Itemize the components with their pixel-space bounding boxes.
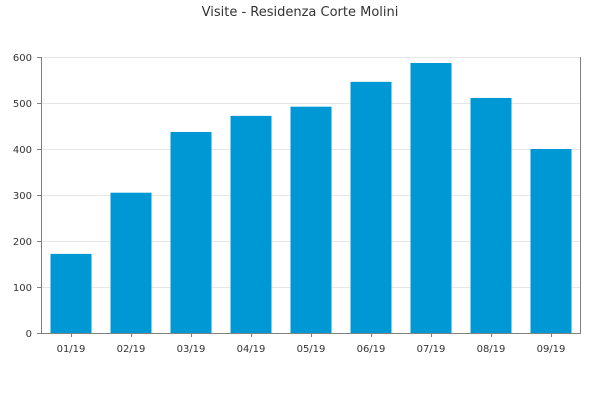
bar-02-19 [110, 192, 152, 333]
bar-05-19 [290, 106, 332, 334]
y-tick-label: 0 [26, 329, 32, 340]
x-tick-label: 07/19 [417, 344, 446, 355]
bar-04-19 [230, 115, 272, 333]
x-tick-label: 02/19 [117, 344, 146, 355]
bar-09-19 [530, 149, 572, 333]
chart-title: Visite - Residenza Corte Molini [202, 5, 399, 20]
bar-06-19 [350, 81, 392, 333]
x-tick-label: 01/19 [57, 344, 86, 355]
y-tick-label: 600 [13, 53, 32, 64]
y-tick-label: 300 [13, 191, 32, 202]
y-tick-label: 100 [13, 283, 32, 294]
bar-01-19 [50, 253, 92, 333]
bar-07-19 [410, 62, 452, 333]
bar-03-19 [170, 131, 212, 333]
y-tick-label: 500 [13, 99, 32, 110]
y-tick-label: 200 [13, 237, 32, 248]
x-tick-label: 04/19 [237, 344, 266, 355]
x-tick-label: 08/19 [477, 344, 506, 355]
x-axis-ticks: 01/19 02/19 03/19 04/19 05/19 06/19 07/19 08/19… [57, 333, 566, 355]
y-axis-ticks: 0 100 200 300 400 500 600 [13, 53, 41, 340]
x-tick-label: 03/19 [177, 344, 206, 355]
x-tick-label: 09/19 [537, 344, 566, 355]
y-tick-label: 400 [13, 145, 32, 156]
bar-08-19 [470, 97, 512, 333]
x-tick-label: 06/19 [357, 344, 386, 355]
bars [50, 62, 572, 334]
x-tick-label: 05/19 [297, 344, 326, 355]
